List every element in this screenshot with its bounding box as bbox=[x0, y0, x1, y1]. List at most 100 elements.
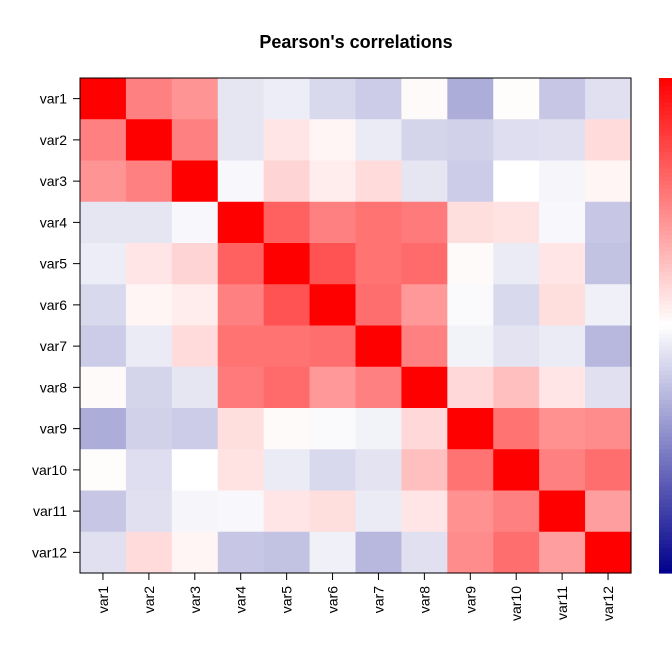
heatmap-cell-var1-var2 bbox=[125, 78, 173, 120]
y-tick-label-var6: var6 bbox=[40, 297, 67, 313]
heatmap-cell-var3-var6 bbox=[309, 160, 357, 203]
legend-swatch bbox=[659, 366, 672, 372]
legend-swatch bbox=[659, 469, 672, 475]
heatmap-cell-var9-var2 bbox=[125, 408, 173, 450]
heatmap-cell-var4-var5 bbox=[263, 201, 311, 244]
legend-swatch bbox=[659, 383, 672, 388]
legend-swatch bbox=[659, 82, 672, 87]
heatmap-cell-var10-var10 bbox=[493, 449, 540, 492]
legend-swatch bbox=[659, 502, 672, 508]
heatmap-cell-var6-var2 bbox=[125, 284, 173, 327]
legend-swatch bbox=[659, 457, 672, 463]
heatmap-cell-var4-var4 bbox=[217, 201, 265, 244]
legend-swatch bbox=[659, 362, 672, 368]
heatmap-cell-var2-var7 bbox=[355, 119, 403, 162]
heatmap-cell-var5-var12 bbox=[585, 243, 632, 285]
legend-swatch bbox=[659, 399, 672, 405]
heatmap-cell-var3-var4 bbox=[217, 160, 265, 203]
heatmap-cell-var1-var5 bbox=[263, 78, 311, 120]
heatmap-cell-var10-var9 bbox=[447, 449, 494, 492]
heatmap-cell-var3-var12 bbox=[585, 160, 632, 203]
legend-swatch bbox=[659, 482, 672, 487]
heatmap-cell-var6-var5 bbox=[263, 284, 311, 327]
legend-swatch bbox=[659, 511, 672, 516]
y-tick-label-var1: var1 bbox=[40, 91, 67, 107]
heatmap-cell-var5-var3 bbox=[171, 243, 219, 285]
legend-swatch bbox=[659, 230, 672, 236]
heatmap-cell-var4-var9 bbox=[447, 201, 494, 244]
heatmap-cell-var7-var10 bbox=[493, 325, 540, 368]
legend-swatch bbox=[659, 102, 672, 108]
legend-swatch bbox=[659, 461, 672, 467]
y-tick-label-var7: var7 bbox=[40, 338, 67, 354]
heatmap-cell-var11-var1 bbox=[80, 490, 127, 533]
heatmap-cell-var7-var7 bbox=[355, 325, 403, 368]
legend-swatch bbox=[659, 568, 672, 574]
heatmap-cell-var9-var7 bbox=[355, 408, 403, 450]
heatmap-cell-var4-var7 bbox=[355, 201, 403, 244]
legend-swatch bbox=[659, 321, 672, 327]
heatmap-cell-var1-var9 bbox=[447, 78, 494, 120]
legend-swatch bbox=[659, 432, 672, 438]
heatmap-cell-var12-var5 bbox=[263, 531, 311, 574]
legend-swatch bbox=[659, 465, 672, 471]
legend-swatch bbox=[659, 544, 672, 549]
legend-swatch bbox=[659, 288, 672, 294]
legend-swatch bbox=[659, 478, 672, 483]
heatmap-cell-var12-var3 bbox=[171, 531, 219, 574]
heatmap-cell-var2-var2 bbox=[125, 119, 173, 162]
legend-swatch bbox=[659, 391, 672, 397]
heatmap-cell-var1-var10 bbox=[493, 78, 540, 120]
plot-frame bbox=[79, 77, 632, 574]
heatmap-cell-var3-var11 bbox=[539, 160, 586, 203]
legend-swatch bbox=[659, 527, 672, 533]
heatmap-cell-var1-var8 bbox=[401, 78, 448, 120]
heatmap-cell-var11-var10 bbox=[493, 490, 540, 533]
heatmap-cell-var5-var4 bbox=[217, 243, 265, 285]
legend-swatch bbox=[659, 210, 672, 215]
heatmap-cell-var5-var1 bbox=[80, 243, 127, 285]
heatmap-cell-var11-var3 bbox=[171, 490, 219, 533]
legend-swatch bbox=[659, 238, 672, 244]
heatmap-cell-var10-var1 bbox=[80, 449, 127, 492]
heatmap-cell-var11-var12 bbox=[585, 490, 632, 533]
heatmap-cell-var1-var6 bbox=[309, 78, 357, 120]
legend-swatch bbox=[659, 358, 672, 364]
heatmap-cell-var6-var12 bbox=[585, 284, 632, 327]
legend-swatch bbox=[659, 523, 672, 529]
legend-swatch bbox=[659, 436, 672, 442]
heatmap-cell-var8-var4 bbox=[217, 366, 265, 409]
heatmap-cell-var1-var1 bbox=[80, 78, 127, 120]
heatmap-cell-var5-var5 bbox=[263, 243, 311, 285]
legend-swatch bbox=[659, 300, 672, 306]
legend-swatch bbox=[659, 205, 672, 211]
heatmap-cell-var5-var6 bbox=[309, 243, 357, 285]
heatmap-cell-var10-var8 bbox=[401, 449, 448, 492]
heatmap-cell-var12-var8 bbox=[401, 531, 448, 574]
heatmap-cell-var11-var8 bbox=[401, 490, 448, 533]
legend-swatch bbox=[659, 337, 672, 343]
heatmap-cell-var6-var6 bbox=[309, 284, 357, 327]
legend-swatch bbox=[659, 428, 672, 434]
heatmap-cells bbox=[80, 78, 632, 574]
legend-swatch bbox=[659, 403, 672, 409]
heatmap-cell-var1-var7 bbox=[355, 78, 403, 120]
legend-swatch bbox=[659, 333, 672, 339]
legend-swatch bbox=[659, 90, 672, 96]
legend-swatch bbox=[659, 139, 672, 145]
legend-swatch bbox=[659, 379, 672, 384]
legend-swatch bbox=[659, 247, 672, 252]
heatmap-cell-var12-var1 bbox=[80, 531, 127, 574]
legend-swatch bbox=[659, 177, 672, 182]
legend-swatch bbox=[659, 548, 672, 553]
legend-swatch bbox=[659, 445, 672, 450]
heatmap-cell-var5-var8 bbox=[401, 243, 448, 285]
legend-swatch bbox=[659, 197, 672, 203]
x-tick-label-var6: var6 bbox=[325, 586, 341, 613]
heatmap-cell-var4-var3 bbox=[171, 201, 219, 244]
legend-swatch bbox=[659, 185, 672, 190]
legend-swatch bbox=[659, 164, 672, 170]
heatmap-cell-var3-var9 bbox=[447, 160, 494, 203]
heatmap-cell-var5-var2 bbox=[125, 243, 173, 285]
heatmap-cell-var11-var9 bbox=[447, 490, 494, 533]
